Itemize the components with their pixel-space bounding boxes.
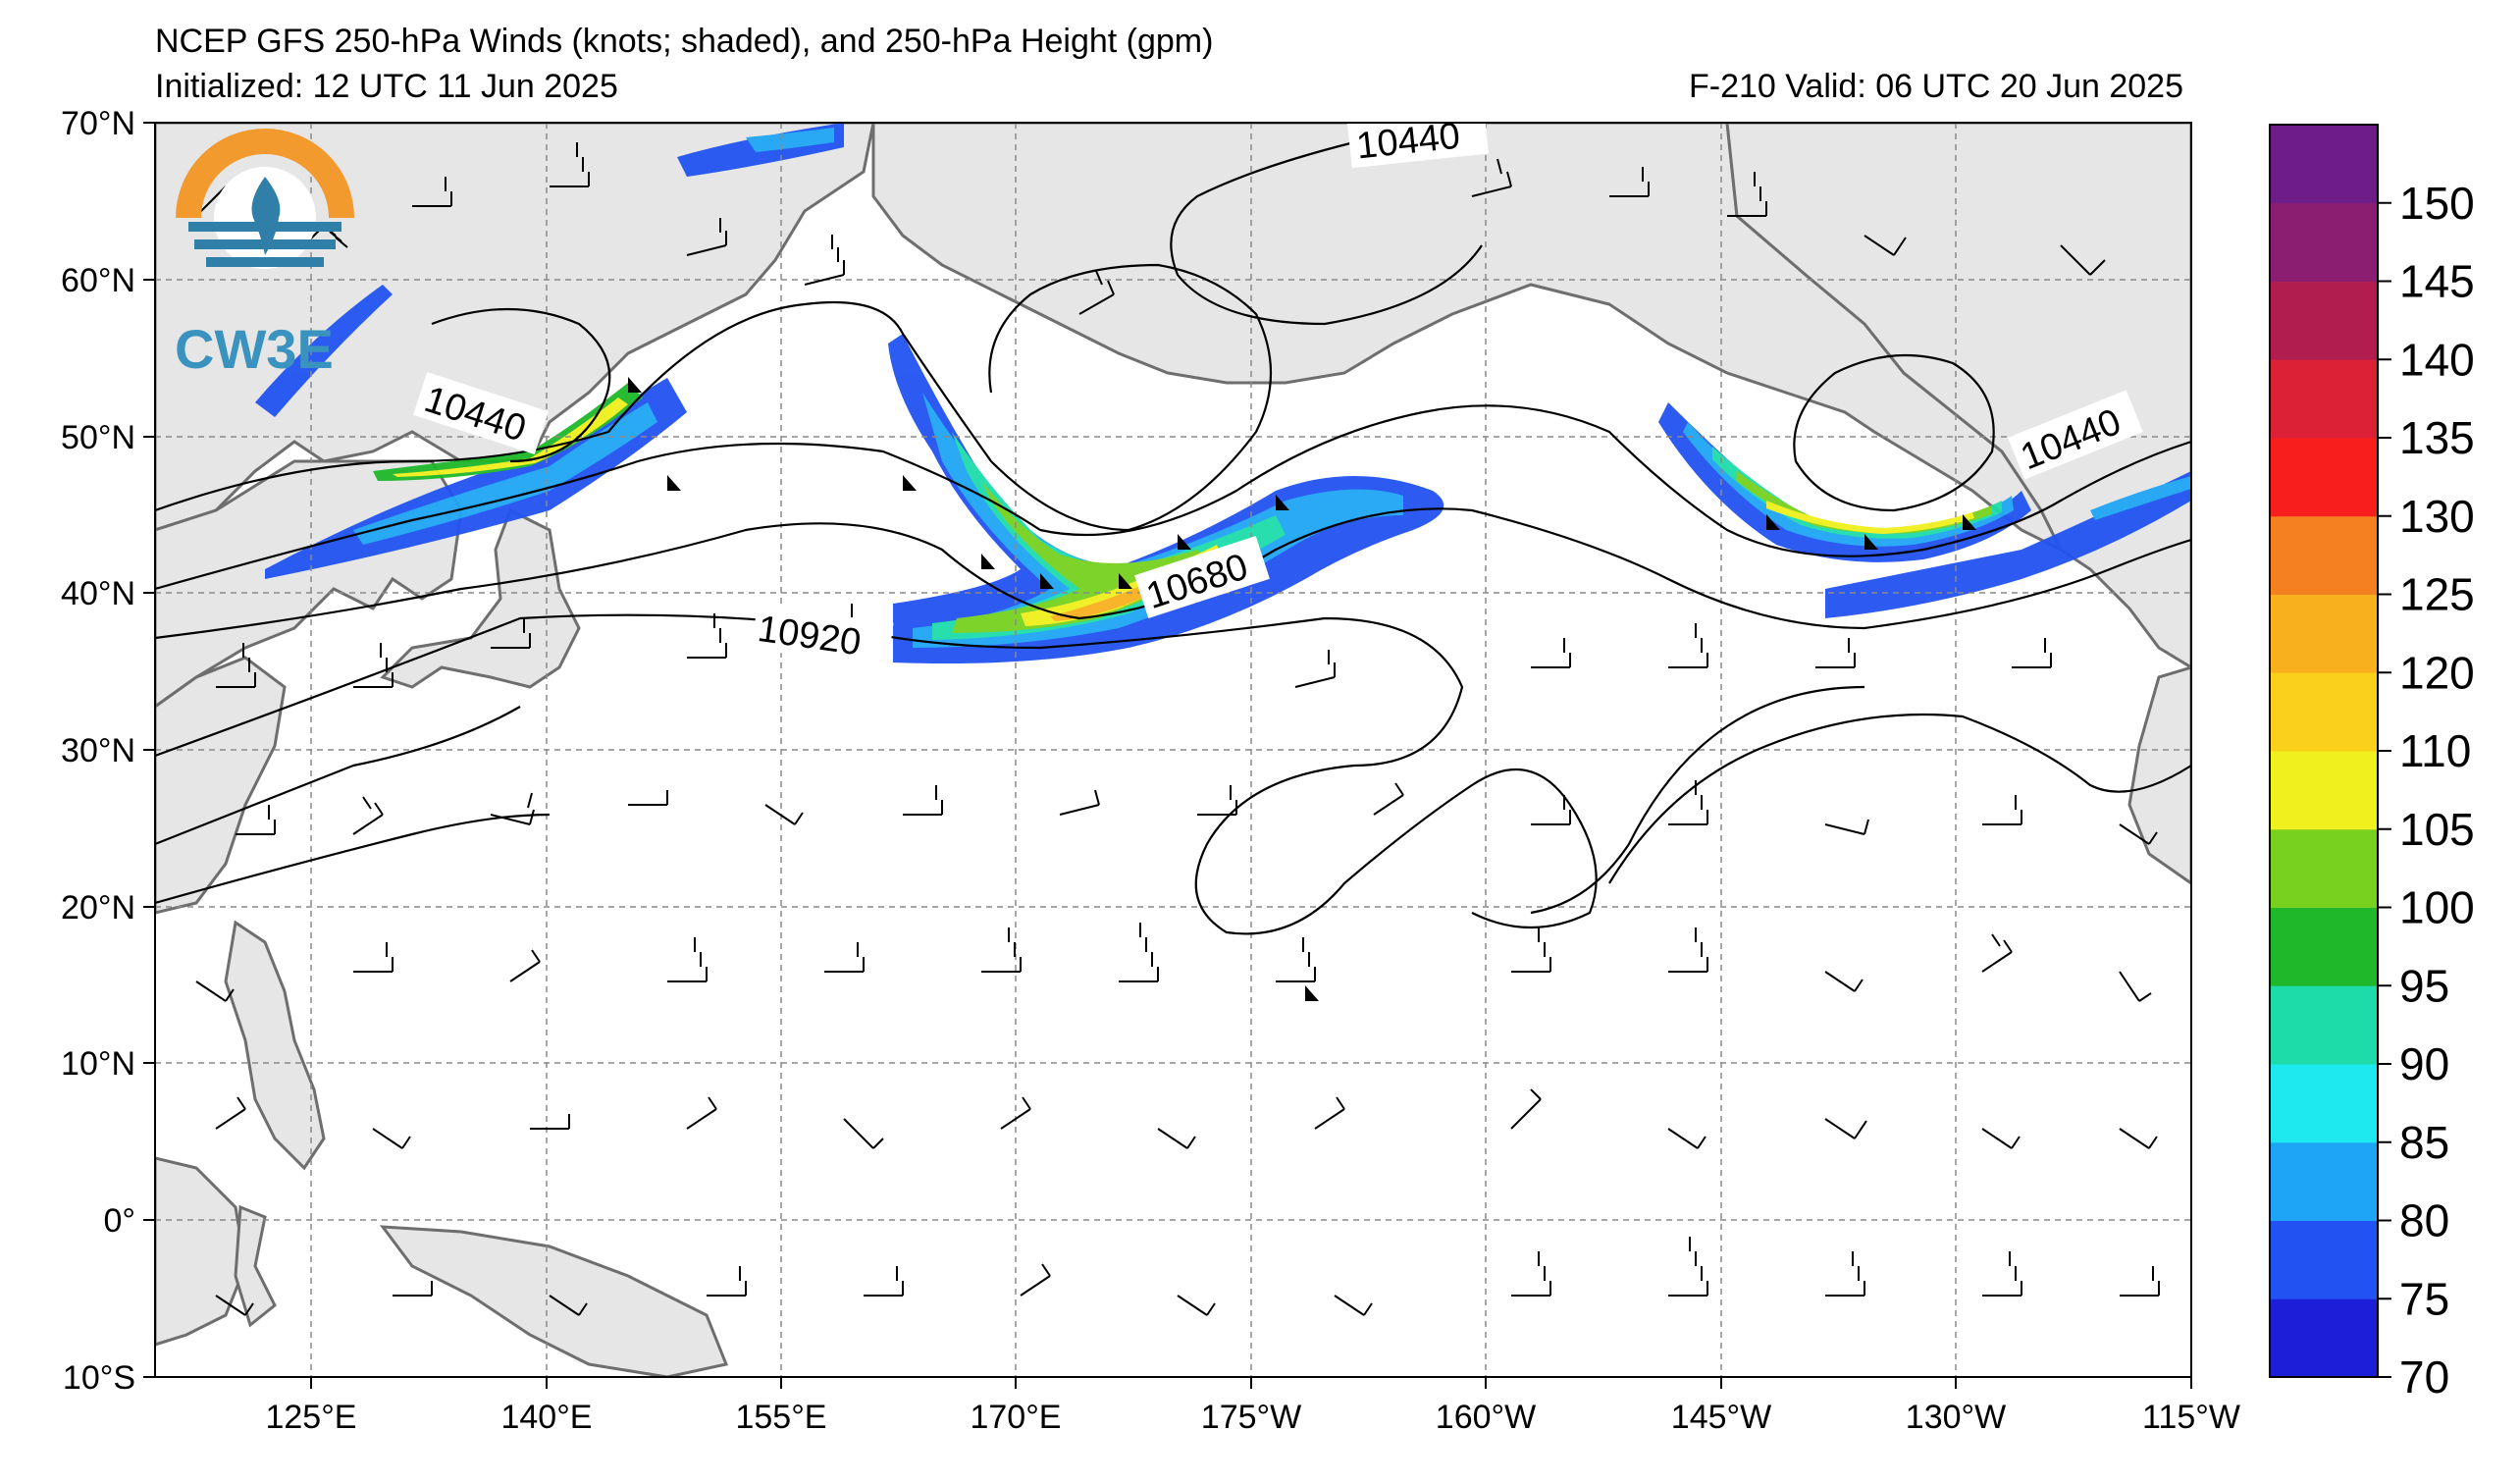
colorbar-swatch xyxy=(2270,1141,2378,1221)
colorbar-tick-label: 105 xyxy=(2399,804,2475,855)
wind-barb-flags xyxy=(628,377,1976,1001)
lon-label: 130°W xyxy=(1906,1399,2006,1436)
colorbar-swatch xyxy=(2270,594,2378,673)
colorbar-swatch xyxy=(2270,281,2378,360)
logo-text: CW3E xyxy=(175,318,334,380)
cw3e-logo: CW3E xyxy=(175,129,354,380)
colorbar-tick-label: 135 xyxy=(2399,412,2475,463)
colorbar-tick-label: 85 xyxy=(2399,1117,2449,1168)
lat-labels: 70°N 60°N 50°N 40°N 30°N 20°N 10°N 0° 10… xyxy=(61,105,135,1397)
colorbar-swatch xyxy=(2270,985,2378,1065)
lon-label: 155°E xyxy=(735,1399,826,1436)
init-time: Initialized: 12 UTC 11 Jun 2025 xyxy=(155,68,618,105)
lat-label: 30°N xyxy=(61,732,135,769)
contour-low-west xyxy=(155,263,1273,532)
lon-label: 170°E xyxy=(970,1399,1061,1436)
lon-label: 175°W xyxy=(1201,1399,1301,1436)
colorbar-tick-label: 110 xyxy=(2399,725,2471,776)
colorbar-swatch xyxy=(2270,1220,2378,1299)
water-drop-icon xyxy=(251,177,281,255)
colorbar-swatch xyxy=(2270,202,2378,282)
lon-label: 145°W xyxy=(1671,1399,1771,1436)
graticule xyxy=(155,123,2191,1377)
contour-south-1 xyxy=(155,706,521,846)
lat-label: 60°N xyxy=(61,262,135,299)
colorbar xyxy=(2270,125,2378,1378)
lon-axis xyxy=(310,1377,2192,1389)
colorbar-tick-label: 90 xyxy=(2399,1038,2449,1089)
colorbar-swatch xyxy=(2270,359,2378,439)
contour-east-low xyxy=(1793,353,1995,512)
colorbar-tick-label: 130 xyxy=(2399,491,2475,542)
lon-label: 140°E xyxy=(500,1399,592,1436)
colorbar-tick-label: 150 xyxy=(2399,178,2475,229)
lon-label: 115°W xyxy=(2142,1399,2240,1436)
colorbar-tick-label: 95 xyxy=(2399,960,2449,1011)
colorbar-tick-label: 120 xyxy=(2399,647,2475,698)
map-title: NCEP GFS 250-hPa Winds (knots; shaded), … xyxy=(155,23,1214,60)
colorbar-swatch xyxy=(2270,1064,2378,1143)
contour-10440-east xyxy=(1170,140,1483,326)
lon-labels: 125°E 140°E 155°E 170°E 175°W 160°W 145°… xyxy=(265,1399,2239,1436)
colorbar-tick-label: 140 xyxy=(2399,334,2475,385)
colorbar-swatch xyxy=(2270,438,2378,517)
lat-label: 40°N xyxy=(61,575,135,612)
colorbar-swatch xyxy=(2270,751,2378,830)
lat-label: 10°S xyxy=(63,1359,135,1397)
colorbar-swatch xyxy=(2270,828,2378,908)
contour-east-south xyxy=(1608,713,2191,884)
colorbar-tick-label: 145 xyxy=(2399,256,2475,307)
lat-label: 0° xyxy=(103,1202,135,1240)
colorbar-swatch xyxy=(2270,907,2378,986)
colorbar-tick-label: 75 xyxy=(2399,1273,2449,1324)
philippines-land xyxy=(224,920,326,1171)
valid-time: F-210 Valid: 06 UTC 20 Jun 2025 xyxy=(1689,68,2183,105)
lat-axis xyxy=(143,122,155,1378)
lat-label: 50°N xyxy=(61,419,135,456)
colorbar-swatch xyxy=(2270,1298,2378,1378)
lat-label: 10°N xyxy=(61,1045,135,1083)
contour-mid-1 xyxy=(155,404,2191,591)
contour-10920 xyxy=(155,613,1598,935)
colorbar-tick-label: 125 xyxy=(2399,569,2475,620)
borneo-land xyxy=(155,1156,247,1347)
lon-label: 125°E xyxy=(265,1399,356,1436)
colorbar-swatch xyxy=(2270,672,2378,752)
colorbar-tick-label: 80 xyxy=(2399,1195,2449,1246)
colorbar-swatch xyxy=(2270,125,2378,204)
china-land xyxy=(155,656,287,915)
new-guinea-land xyxy=(379,1225,729,1377)
contour-east-lower xyxy=(1530,685,1865,915)
lat-label: 70°N xyxy=(61,105,135,142)
sulawesi-land xyxy=(234,1204,277,1328)
lon-label: 160°W xyxy=(1436,1399,1536,1436)
colorbar-ticks: 70 75 80 85 90 95 100 105 110 120 125 130 135 140 145 1… xyxy=(2378,178,2475,1403)
lat-label: 20°N xyxy=(61,889,135,927)
colorbar-tick-label: 70 xyxy=(2399,1351,2449,1403)
california-land xyxy=(2127,665,2191,885)
contour-10440-west xyxy=(431,307,611,463)
colorbar-swatch xyxy=(2270,515,2378,595)
colorbar-tick-label: 100 xyxy=(2399,882,2475,933)
